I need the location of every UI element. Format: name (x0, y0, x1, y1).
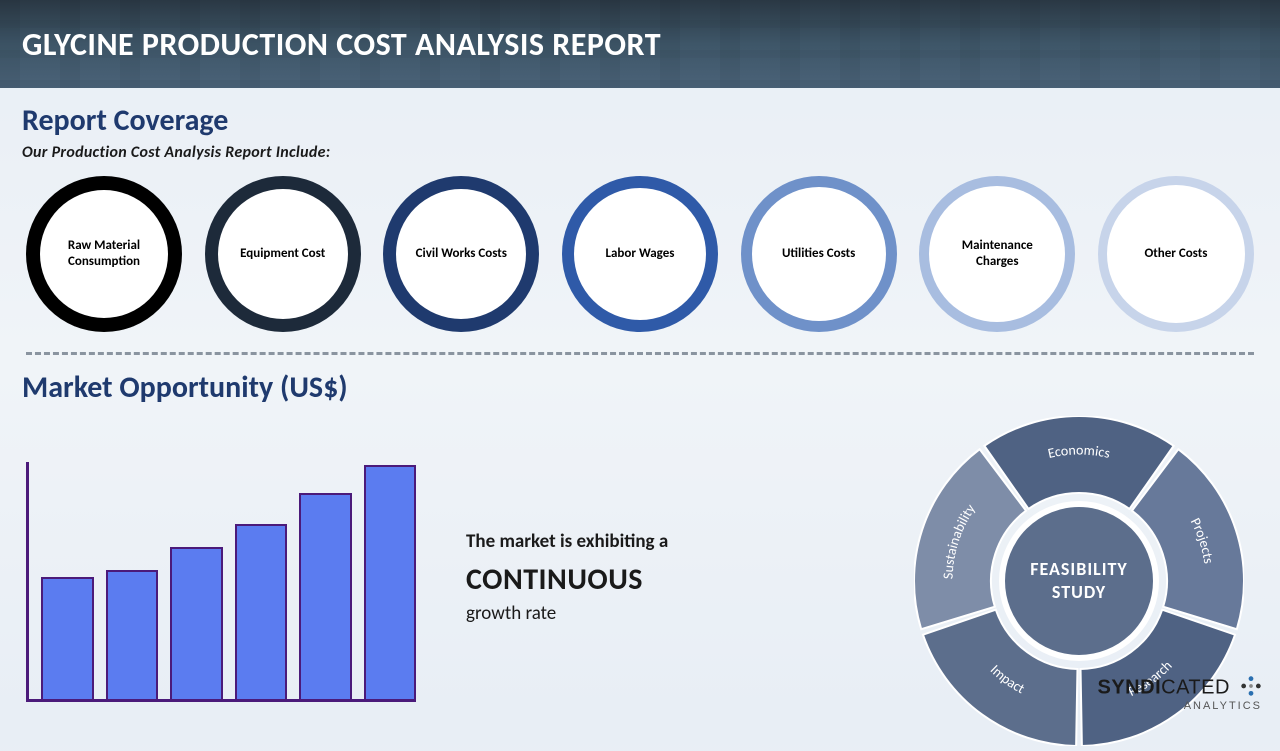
coverage-ring: Raw Material Consumption (26, 176, 182, 332)
brand-logo: SYNDICATED ANALYTICS (1098, 677, 1263, 712)
coverage-ring: Maintenance Charges (919, 176, 1075, 332)
coverage-ring: Civil Works Costs (383, 176, 539, 332)
text-line3: growth rate (466, 602, 874, 625)
logo-rest: CATED (1161, 676, 1230, 698)
page-title: GLYCINE PRODUCTION COST ANALYSIS REPORT (22, 25, 661, 64)
coverage-ring: Labor Wages (562, 176, 718, 332)
opportunity-title: Market Opportunity (US$) (22, 369, 1280, 406)
coverage-rings-row: Raw Material Consumption Equipment Cost Ci… (0, 162, 1280, 332)
ring-label: Civil Works Costs (396, 189, 526, 319)
chart-bar (41, 577, 94, 699)
section-divider (26, 352, 1254, 355)
chart-bar (299, 493, 352, 699)
coverage-title: Report Coverage (22, 102, 1280, 139)
chart-bar (235, 524, 288, 700)
chart-bar (170, 547, 223, 699)
coverage-ring: Other Costs (1098, 176, 1254, 332)
wheel-center-label: FEASIBILITY STUDY (999, 501, 1159, 661)
header-banner: GLYCINE PRODUCTION COST ANALYSIS REPORT (0, 0, 1280, 88)
ring-label: Maintenance Charges (929, 186, 1065, 322)
logo-tagline: ANALYTICS (1098, 701, 1263, 712)
ring-label: Other Costs (1107, 185, 1245, 323)
ring-label: Labor Wages (574, 188, 706, 320)
logo-dots-icon (1240, 675, 1262, 697)
bar-chart (26, 462, 416, 702)
chart-column (26, 410, 446, 750)
chart-bar (106, 570, 159, 699)
lower-section: The market is exhibiting a CONTINUOUS gr… (0, 410, 1280, 750)
coverage-ring: Utilities Costs (741, 176, 897, 332)
text-line1: The market is exhibiting a (466, 530, 874, 553)
coverage-ring: Equipment Cost (205, 176, 361, 332)
logo-bold: SYNDI (1098, 676, 1162, 698)
ring-label: Equipment Cost (218, 189, 348, 319)
ring-label: Raw Material Consumption (40, 190, 168, 318)
chart-bar (364, 465, 417, 699)
opportunity-text: The market is exhibiting a CONTINUOUS gr… (446, 410, 874, 750)
coverage-subtitle: Our Production Cost Analysis Report Incl… (22, 143, 1280, 162)
text-line2: CONTINUOUS (466, 561, 874, 598)
ring-label: Utilities Costs (752, 187, 886, 321)
